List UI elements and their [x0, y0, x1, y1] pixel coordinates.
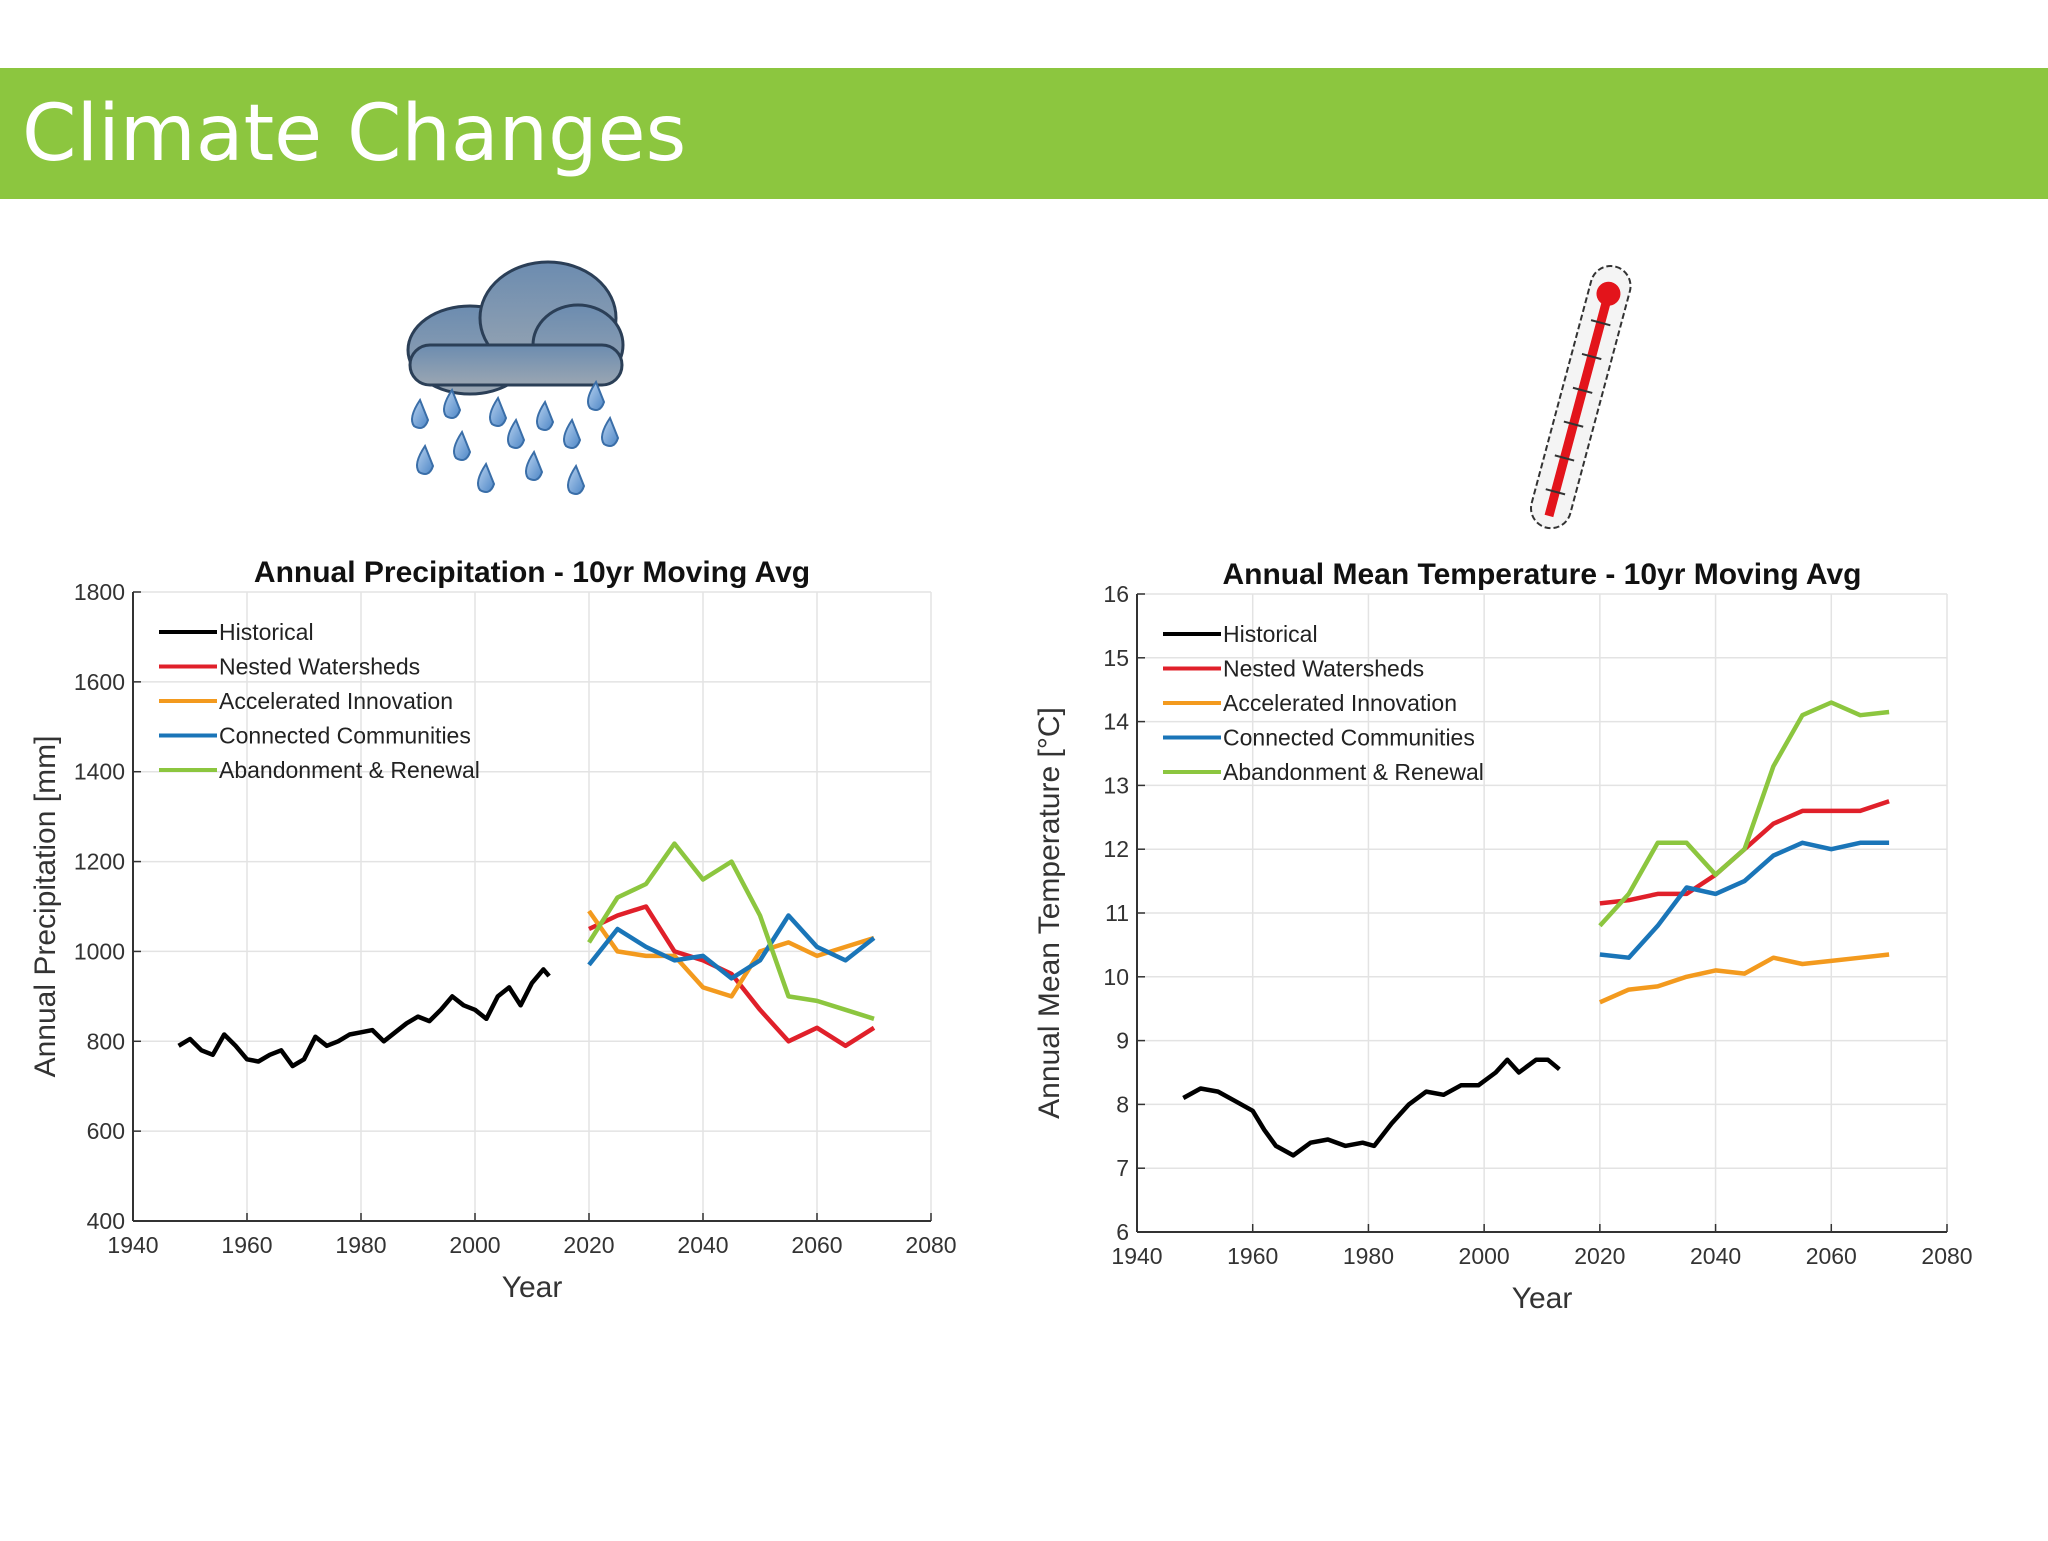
series-line [177, 967, 551, 1069]
chart-title: Annual Mean Temperature - 10yr Moving Av… [1222, 558, 1861, 591]
y-tick-label: 1000 [74, 938, 125, 964]
x-tick-label: 1980 [1343, 1243, 1394, 1269]
y-tick-label: 800 [87, 1028, 125, 1054]
legend-label: Accelerated Innovation [1223, 690, 1457, 716]
y-tick-label: 10 [1103, 964, 1129, 990]
y-tick-label: 1200 [74, 849, 125, 875]
x-tick-label: 1960 [1227, 1243, 1278, 1269]
y-tick-label: 15 [1103, 645, 1129, 671]
legend-label: Accelerated Innovation [219, 688, 453, 714]
series-line [1598, 952, 1890, 1005]
legend-label: Historical [1223, 621, 1318, 647]
y-tick-label: 11 [1105, 900, 1129, 926]
legend-label: Abandonment & Renewal [219, 757, 480, 783]
legend-label: Nested Watersheds [1223, 656, 1424, 682]
x-axis-label: Year [1512, 1282, 1573, 1315]
x-tick-label: 1940 [107, 1232, 158, 1258]
series-line [587, 841, 875, 1021]
thermometer-icon [1530, 265, 1632, 530]
x-tick-label: 2000 [1459, 1243, 1510, 1269]
y-tick-label: 1400 [74, 759, 125, 785]
x-tick-label: 1980 [335, 1232, 386, 1258]
legend-label: Nested Watersheds [219, 654, 420, 680]
x-tick-label: 2080 [1921, 1243, 1972, 1269]
x-tick-label: 1960 [221, 1232, 272, 1258]
legend-label: Abandonment & Renewal [1223, 759, 1484, 785]
x-tick-label: 2040 [677, 1232, 728, 1258]
x-tick-label: 2020 [563, 1232, 614, 1258]
x-tick-label: 2060 [1806, 1243, 1857, 1269]
y-axis-label: Annual Mean Temperature [°C] [1033, 707, 1066, 1119]
y-tick-label: 1600 [74, 669, 125, 695]
y-tick-label: 7 [1116, 1155, 1129, 1181]
legend-label: Connected Communities [219, 723, 471, 749]
plot-area [133, 592, 931, 1221]
y-tick-label: 9 [1116, 1028, 1129, 1054]
y-tick-label: 12 [1103, 836, 1129, 862]
series-line [588, 904, 876, 1049]
chart-title: Annual Precipitation - 10yr Moving Avg [254, 556, 810, 589]
y-tick-label: 8 [1116, 1091, 1129, 1117]
series-line [1598, 700, 1890, 928]
y-tick-label: 1800 [74, 579, 125, 605]
y-tick-label: 14 [1103, 709, 1129, 735]
y-axis-label: Annual Precipitation [mm] [29, 736, 62, 1078]
series-line [1599, 840, 1890, 960]
y-tick-label: 6 [1116, 1219, 1129, 1245]
x-tick-label: 2080 [905, 1232, 956, 1258]
x-tick-label: 2020 [1574, 1243, 1625, 1269]
y-tick-label: 600 [87, 1118, 125, 1144]
series-line [1182, 1057, 1561, 1158]
x-axis-label: Year [502, 1271, 563, 1304]
legend-label: Connected Communities [1223, 725, 1475, 751]
x-tick-label: 1940 [1111, 1243, 1162, 1269]
slide-title: Climate Changes [22, 89, 686, 179]
x-tick-label: 2040 [1690, 1243, 1741, 1269]
header-band [0, 68, 2048, 199]
x-tick-label: 2060 [791, 1232, 842, 1258]
rain-cloud-icon [406, 260, 625, 495]
series-line [587, 913, 876, 981]
x-tick-label: 2000 [449, 1232, 500, 1258]
y-tick-label: 400 [87, 1208, 125, 1234]
legend-label: Historical [219, 619, 314, 645]
y-tick-label: 16 [1103, 581, 1129, 607]
y-tick-label: 13 [1103, 772, 1129, 798]
